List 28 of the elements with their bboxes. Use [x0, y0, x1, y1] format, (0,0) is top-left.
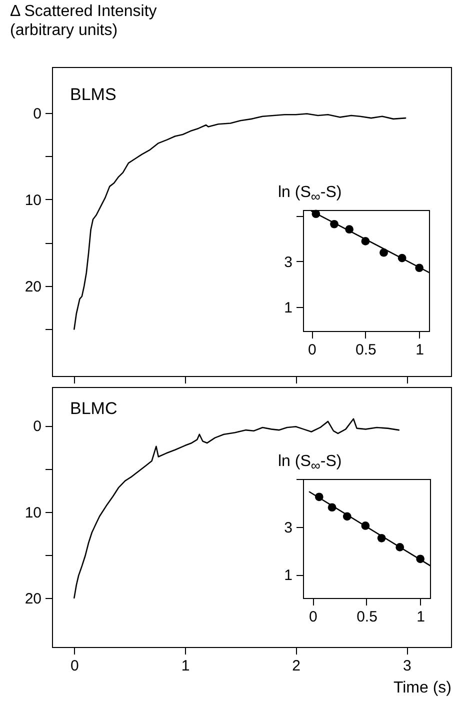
- y-tick-label: 10: [24, 192, 42, 209]
- y-tick-label: 3: [284, 519, 292, 536]
- line-series: [74, 113, 406, 330]
- x-tick-label: 0: [70, 658, 79, 674]
- y-tick-label: 1: [284, 299, 292, 316]
- annotation: BLMC: [70, 399, 118, 418]
- x-tick-label: 2: [292, 658, 301, 674]
- y-tick-label: 20: [24, 278, 42, 296]
- x-tick-label: 1: [416, 608, 425, 626]
- x-axis-title: Time (s): [393, 680, 452, 696]
- x-tick-label: 0: [308, 342, 316, 358]
- y-tick-label: 0: [33, 418, 42, 436]
- y-tick-label: 1: [284, 567, 292, 584]
- x-tick-label: 3: [402, 658, 412, 674]
- x-tick-label: 0: [309, 608, 318, 626]
- y-axis-title: Δ Scattered Intensity (arbitrary units): [10, 2, 158, 40]
- annotation: BLMS: [70, 85, 116, 104]
- y-axis-title: ln (S$_{∞}$-S): [278, 183, 343, 206]
- y-tick-label: 10: [24, 504, 42, 522]
- line-series: [74, 418, 400, 599]
- y-axis-title: ln (S$_{∞}$-S): [278, 452, 343, 476]
- x-tick-label: 0.5: [356, 608, 378, 626]
- x-tick-label: 1: [181, 658, 190, 674]
- y-tick-label: 20: [24, 590, 42, 608]
- x-tick-label: 1: [416, 342, 424, 358]
- y-tick-label: 0: [33, 105, 42, 122]
- x-tick-label: 0.5: [356, 342, 376, 358]
- y-tick-label: 3: [284, 254, 292, 271]
